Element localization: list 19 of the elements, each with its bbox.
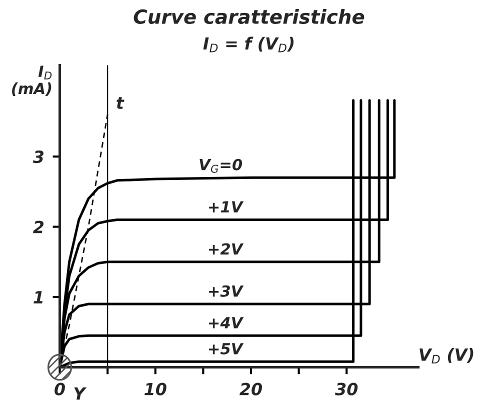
- series-label: +5V: [209, 343, 244, 354]
- y-tick-label: 1: [34, 291, 43, 304]
- x-tick-label: 30: [335, 382, 358, 396]
- chart-subtitle: I$_{D}$ = f (V$_{D}$): [203, 36, 294, 52]
- series-label: V$_{G}$=0: [200, 158, 242, 173]
- series-label: +3V: [209, 285, 244, 297]
- y-axis-title: I$_{D}$ (mA): [12, 66, 52, 96]
- x-tick-label: 20: [240, 382, 262, 396]
- y-tick-label: 3: [32, 150, 44, 164]
- series-label: +1V: [209, 201, 244, 212]
- x-tick-label: 10: [144, 382, 166, 396]
- y-tick-label: 2: [33, 220, 44, 234]
- series-label: t: [116, 97, 124, 109]
- text: Y: [74, 387, 87, 400]
- series-label: +2V: [209, 243, 244, 255]
- x-tick-label: 0: [54, 382, 65, 396]
- series-label: +4V: [209, 317, 244, 328]
- chart-title: Curve caratteristiche: [134, 8, 364, 24]
- x-axis-title: V$_{D}$ (V): [420, 348, 474, 364]
